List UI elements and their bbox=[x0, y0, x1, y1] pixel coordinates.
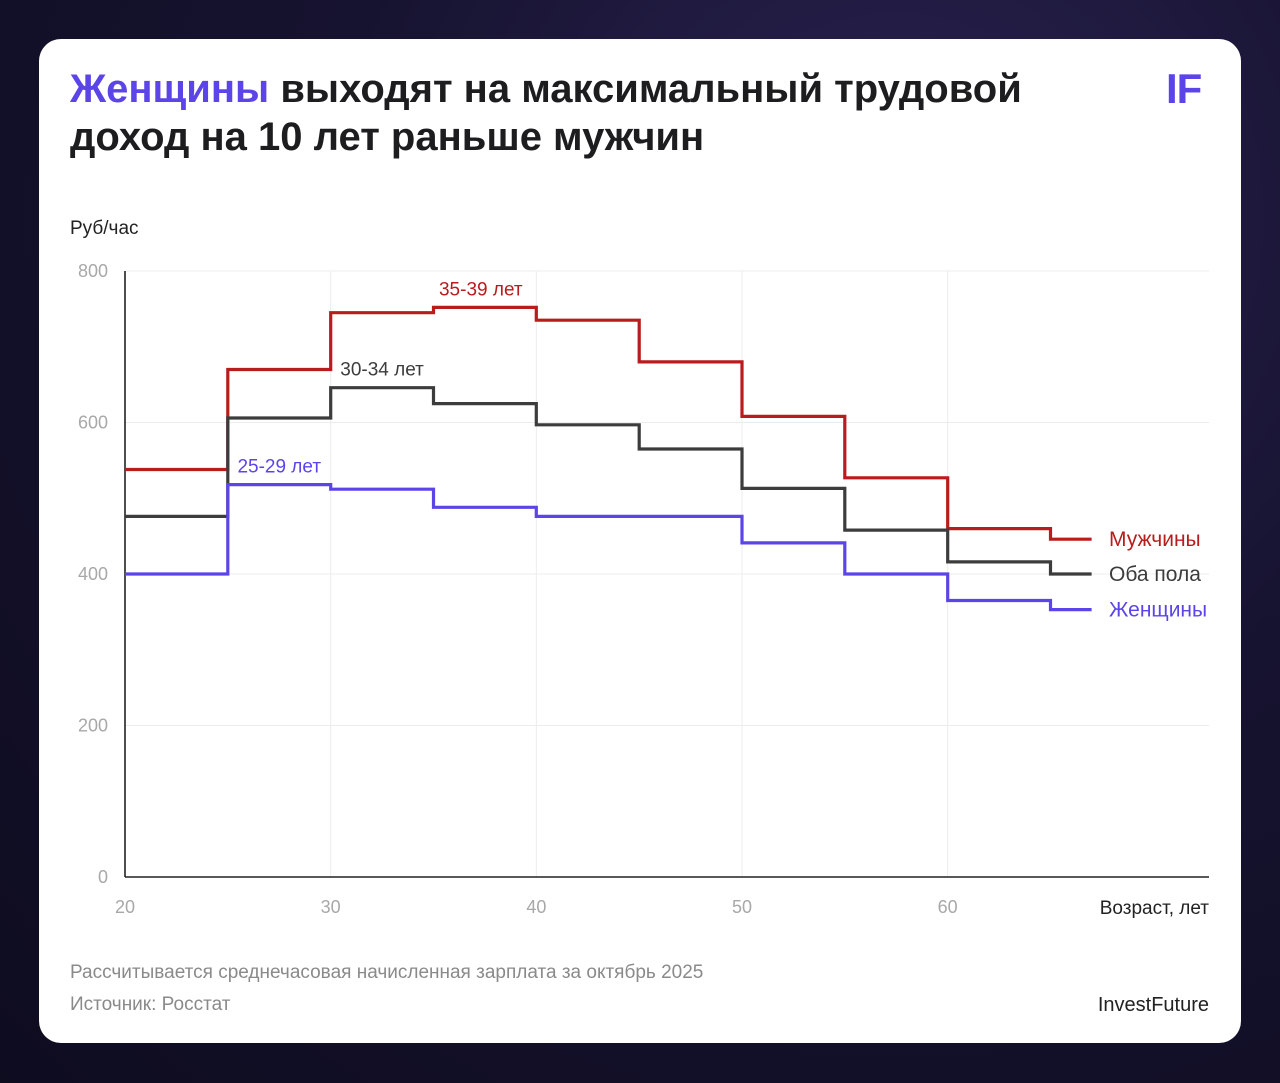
annotation-label-1: 30-34 лет bbox=[340, 360, 424, 381]
chart-card: Женщины выходят на максимальный трудовой… bbox=[39, 39, 1241, 1043]
if-logo: IF bbox=[1166, 65, 1202, 112]
x-tick-label: 60 bbox=[938, 897, 958, 917]
y-tick-label: 200 bbox=[78, 716, 108, 736]
series-line-2 bbox=[125, 483, 1092, 612]
step-line-chart: 0 200 400 600 800 20 30 40 50 60 Руб/час Возраст, л… bbox=[70, 218, 1210, 919]
title-highlight: Женщины bbox=[70, 67, 270, 111]
y-axis-label: Руб/час bbox=[70, 218, 139, 239]
legend-entry-2: Женщины bbox=[1109, 599, 1207, 622]
legend-entry-0: Мужчины bbox=[1109, 528, 1201, 551]
x-tick-label: 30 bbox=[321, 897, 341, 917]
legend-entry-1: Оба пола bbox=[1109, 563, 1201, 586]
brand-name: InvestFuture bbox=[1097, 994, 1209, 1016]
annotation-label-0: 35-39 лет bbox=[439, 279, 523, 300]
source-note: Источник: Росстат bbox=[70, 994, 231, 1015]
series-line-1 bbox=[125, 386, 1092, 576]
x-tick-label: 40 bbox=[526, 897, 546, 917]
series-line-0 bbox=[125, 305, 1092, 541]
y-tick-label: 800 bbox=[78, 261, 108, 281]
y-tick-label: 0 bbox=[98, 867, 108, 887]
x-axis-label: Возраст, лет bbox=[1100, 898, 1210, 919]
x-tick-label: 50 bbox=[732, 897, 752, 917]
title-rest: выходят на максимальный трудовой доход н… bbox=[70, 67, 1022, 159]
y-tick-label: 600 bbox=[78, 413, 108, 433]
annotation-label-2: 25-29 лет bbox=[237, 457, 321, 478]
y-tick-label: 400 bbox=[78, 564, 108, 584]
chart-title: Женщины выходят на максимальный трудовой… bbox=[70, 65, 1070, 161]
footnote: Рассчитывается среднечасовая начисленная… bbox=[70, 962, 704, 983]
x-tick-label: 20 bbox=[115, 897, 135, 917]
